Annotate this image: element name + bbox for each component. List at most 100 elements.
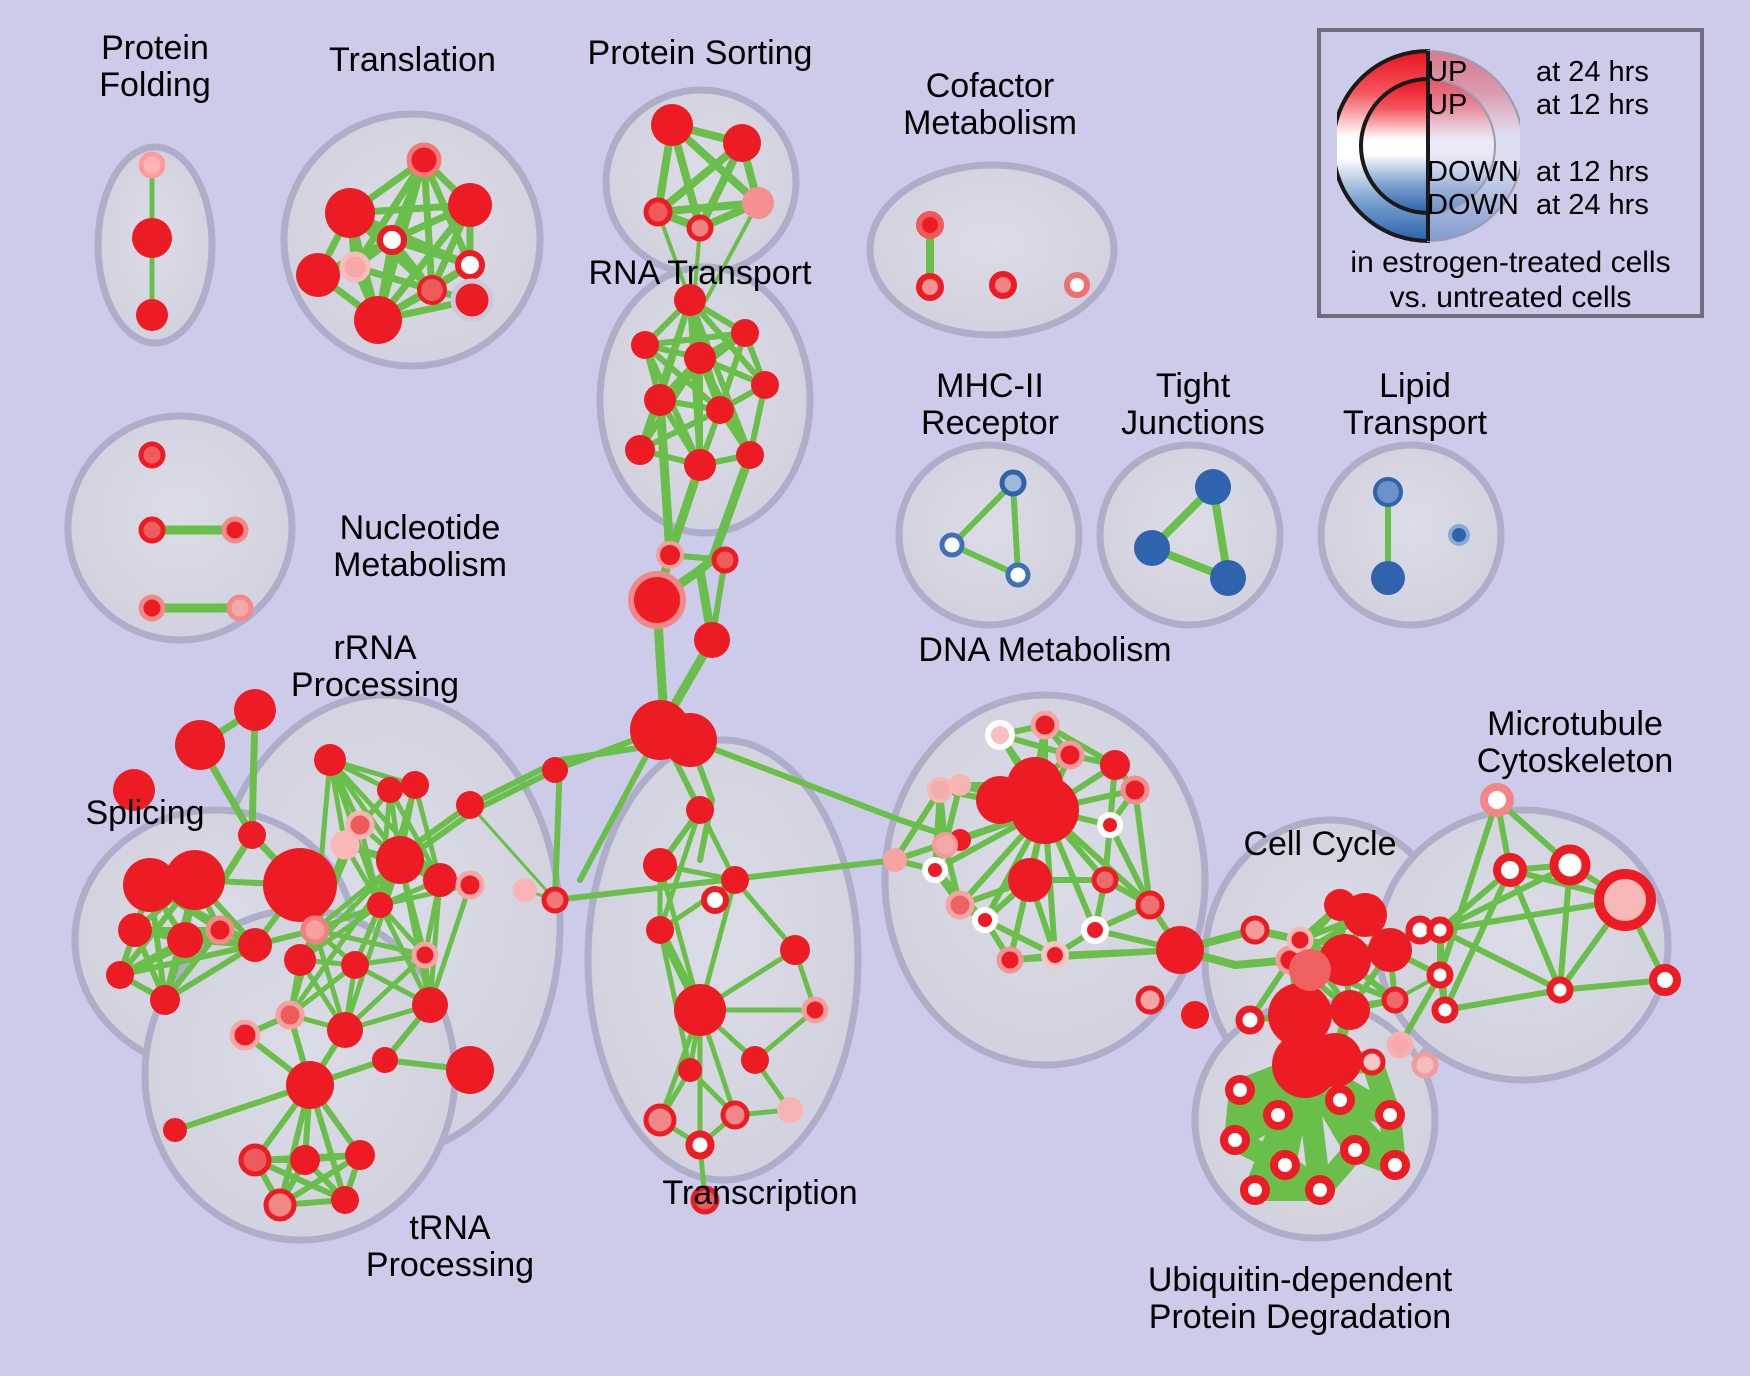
node [1649, 964, 1681, 996]
node [541, 886, 569, 914]
node [706, 396, 734, 424]
legend-footer: in estrogen-treated cells vs. untreated … [1350, 246, 1671, 314]
cluster-label-rrna-processing: rRNA Processing [290, 629, 460, 704]
cluster-label-dna-metabolism: DNA Metabolism [918, 631, 1172, 669]
legend-direction-0: UP [1427, 56, 1468, 88]
node [1426, 961, 1454, 989]
node [1358, 1048, 1386, 1076]
node [377, 225, 407, 255]
node [736, 441, 764, 469]
node [411, 941, 439, 969]
node [949, 774, 971, 796]
node [916, 211, 944, 239]
node [136, 299, 168, 331]
node [205, 915, 235, 945]
node [1041, 941, 1069, 969]
node [229, 1019, 261, 1051]
node [972, 907, 998, 933]
node [1431, 996, 1459, 1024]
node [275, 1000, 305, 1030]
cluster-label-microtubule-cytoskeleton: Microtubule Cytoskeleton [1476, 705, 1674, 780]
hull-mhc-ii-receptor [895, 441, 1083, 629]
node [401, 771, 429, 799]
node [1195, 469, 1231, 505]
node [226, 594, 254, 622]
node [1263, 1100, 1293, 1130]
node [1343, 893, 1387, 937]
node [674, 284, 706, 316]
node [1268, 983, 1332, 1047]
node [339, 251, 371, 283]
node [1240, 915, 1270, 945]
legend-glyph [1337, 48, 1520, 244]
legend-direction-1: UP [1427, 89, 1468, 121]
node [1081, 916, 1109, 944]
node [1055, 740, 1085, 770]
node [1030, 710, 1060, 740]
node [118, 913, 152, 947]
cluster-label-tight-junctions: Tight Junctions [1121, 367, 1265, 442]
cluster-label-trna-processing: tRNA Processing [365, 1209, 535, 1284]
node [1225, 1075, 1255, 1105]
node [1325, 1085, 1355, 1115]
node [138, 151, 166, 179]
node [731, 319, 759, 347]
node [542, 757, 568, 783]
node [1368, 928, 1412, 972]
node [1340, 1135, 1370, 1165]
node [138, 516, 166, 544]
node [1308, 1033, 1362, 1087]
node [132, 218, 172, 258]
node [780, 935, 810, 965]
cluster-label-rna-transport: RNA Transport [588, 254, 812, 292]
cluster-label-ubiquitin-degradation: Ubiquitin-dependent Protein Degradation [1147, 1261, 1453, 1336]
node [1305, 1175, 1335, 1205]
node [721, 866, 749, 894]
hull-lipid-transport [1317, 441, 1505, 629]
node [939, 532, 965, 558]
node [284, 944, 316, 976]
node [238, 1143, 272, 1177]
node [1594, 869, 1656, 931]
node [1135, 890, 1165, 920]
node [1270, 1150, 1300, 1180]
node [989, 271, 1017, 299]
node [1064, 272, 1090, 298]
cluster-label-nucleotide-metabolism: Nucleotide Metabolism [333, 509, 507, 584]
node [1220, 1125, 1250, 1155]
node [1549, 844, 1591, 886]
hull-cofactor-metabolism [866, 161, 1118, 339]
node [625, 435, 655, 465]
node [976, 776, 1024, 824]
node [678, 1058, 702, 1082]
legend-direction-2: DOWN [1427, 156, 1519, 188]
node [1286, 926, 1314, 954]
node [238, 928, 272, 962]
node [628, 571, 686, 629]
node [1210, 560, 1246, 596]
node [1371, 561, 1405, 595]
node [345, 1140, 375, 1170]
node [916, 273, 944, 301]
node [1386, 1031, 1414, 1059]
node [801, 996, 829, 1024]
node [290, 1145, 320, 1175]
node [684, 342, 716, 374]
node [412, 987, 448, 1023]
node [643, 848, 677, 882]
legend-time-2: at 12 hrs [1536, 156, 1649, 188]
node [1546, 976, 1574, 1004]
node [113, 769, 155, 811]
node [720, 1100, 750, 1130]
node [1319, 934, 1371, 986]
node [372, 1047, 398, 1073]
cluster-label-cell-cycle: Cell Cycle [1243, 825, 1397, 863]
node [932, 832, 958, 858]
node [685, 1130, 715, 1160]
cluster-label-protein-folding: Protein Folding [99, 29, 211, 104]
node [263, 1188, 297, 1222]
network-nodes [106, 104, 1681, 1222]
node [163, 1118, 187, 1142]
node [922, 857, 948, 883]
